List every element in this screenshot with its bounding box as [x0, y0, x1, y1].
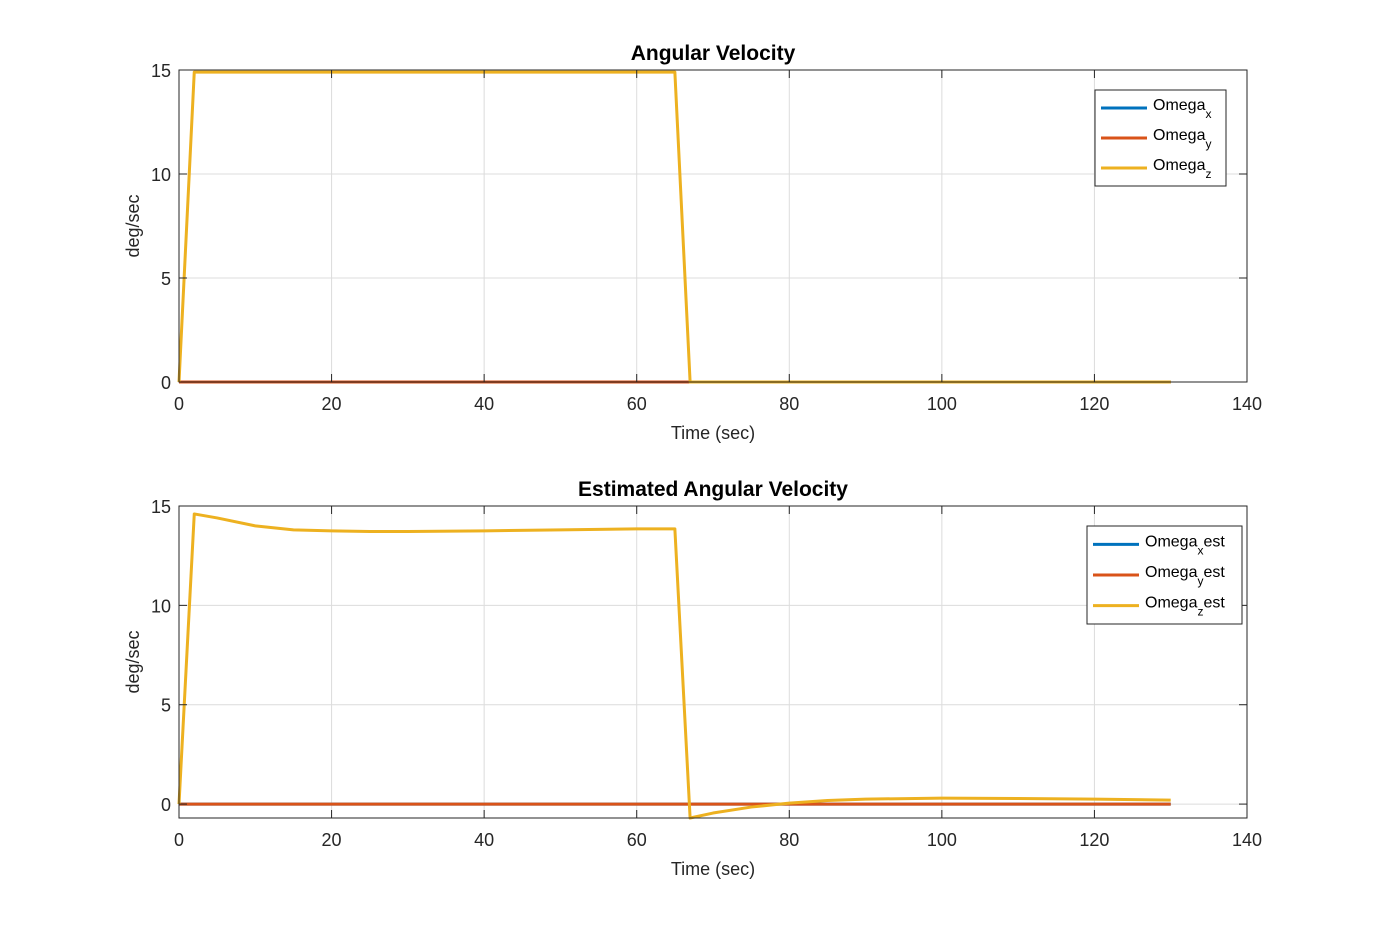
legend-label: Omegazest — [1145, 595, 1225, 619]
series-line-omega-z-est — [177, 512, 1171, 820]
x-tick-label: 0 — [174, 830, 184, 850]
x-tick-label: 60 — [627, 830, 647, 850]
axes-box — [178, 505, 1248, 819]
x-tick-label: 40 — [474, 830, 494, 850]
legend-label: Omegaxest — [1145, 533, 1225, 557]
legend[interactable]: Omegaxest Omegayest Omegazest — [1086, 525, 1243, 625]
x-tick-label: 20 — [322, 830, 342, 850]
x-tick-label: 40 — [474, 394, 494, 414]
angular-velocity-axes: 0 20 40 60 80 100 120 140 0 5 10 15 Angular Velocit… — [123, 42, 1262, 443]
y-tick-label: 15 — [151, 497, 171, 517]
y-tick-label: 15 — [151, 61, 171, 81]
x-tick-label: 0 — [174, 394, 184, 414]
y-tick-label: 0 — [161, 373, 171, 393]
ticks: 0 20 40 60 80 100 120 140 0 5 10 15 — [151, 497, 1262, 850]
y-tick-label: 5 — [161, 269, 171, 289]
x-axis-label: Time (sec) — [671, 859, 755, 879]
chart-title: Angular Velocity — [631, 42, 796, 65]
x-tick-label: 20 — [322, 394, 342, 414]
y-tick-label: 5 — [161, 696, 171, 716]
series-lines — [177, 512, 1171, 820]
y-tick-label: 10 — [151, 165, 171, 185]
ticks: 0 20 40 60 80 100 120 140 0 5 10 15 — [151, 61, 1262, 414]
x-axis-label: Time (sec) — [671, 423, 755, 443]
x-tick-label: 100 — [927, 830, 957, 850]
legend-item[interactable]: Omegaxest — [1093, 533, 1225, 557]
x-tick-label: 120 — [1079, 394, 1109, 414]
legend-item[interactable]: Omegazest — [1093, 595, 1225, 619]
y-tick-label: 10 — [151, 596, 171, 616]
grid-lines — [179, 70, 1247, 382]
axes-box — [178, 69, 1248, 383]
x-tick-label: 140 — [1232, 830, 1262, 850]
y-axis-label: deg/sec — [123, 630, 143, 693]
estimated-angular-velocity-axes: 0 20 40 60 80 100 120 140 0 5 10 15 Estimated Angul… — [123, 478, 1262, 879]
legend-label: Omegayest — [1145, 564, 1225, 588]
x-tick-label: 60 — [627, 394, 647, 414]
legend[interactable]: Omegax Omegay Omegaz — [1094, 89, 1227, 187]
x-tick-label: 80 — [779, 830, 799, 850]
x-tick-label: 140 — [1232, 394, 1262, 414]
x-tick-label: 80 — [779, 394, 799, 414]
legend-item[interactable]: Omegax — [1101, 97, 1211, 121]
x-tick-label: 120 — [1079, 830, 1109, 850]
legend-item[interactable]: Omegaz — [1101, 157, 1211, 181]
y-axis-label: deg/sec — [123, 194, 143, 257]
y-tick-label: 0 — [161, 795, 171, 815]
legend-item[interactable]: Omegayest — [1093, 564, 1225, 588]
legend-label: Omegaz — [1153, 157, 1211, 181]
legend-item[interactable]: Omegay — [1101, 127, 1211, 151]
legend-label: Omegax — [1153, 97, 1211, 121]
chart-title: Estimated Angular Velocity — [578, 478, 848, 501]
x-tick-label: 100 — [927, 394, 957, 414]
legend-label: Omegay — [1153, 127, 1211, 151]
